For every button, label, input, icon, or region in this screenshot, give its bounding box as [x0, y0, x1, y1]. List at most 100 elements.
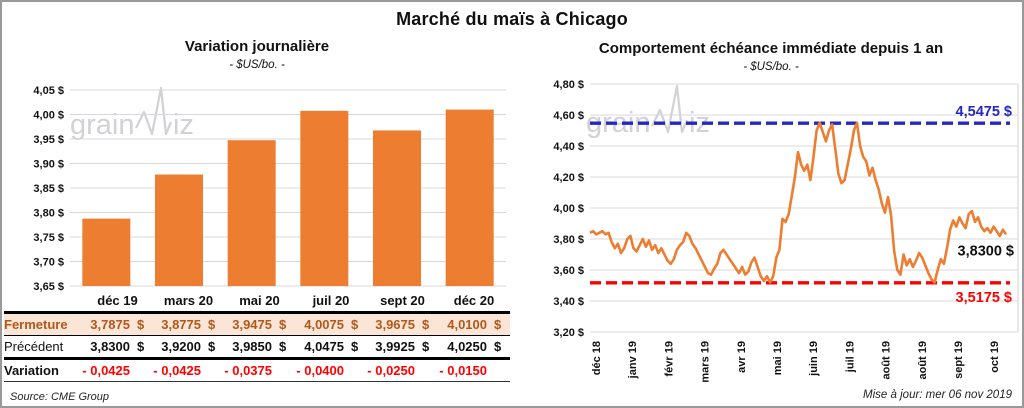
- bar-déc 20: [445, 109, 494, 286]
- value-number: 3,8775: [161, 316, 201, 332]
- x-axis-tick-label: avr 19: [736, 341, 748, 373]
- value-number: 4,0475: [304, 338, 344, 354]
- y-axis-tick-label: 3,40 $: [553, 296, 584, 308]
- watermark-text: grain: [70, 109, 135, 141]
- value-number: 3,8300: [90, 338, 130, 354]
- watermark-spark: [135, 86, 173, 136]
- dollar-sign: $: [279, 338, 287, 354]
- y-axis-tick-label: 4,00 $: [33, 110, 64, 122]
- value-cell: 3,9475 $: [224, 312, 295, 336]
- value-cell: 4,0075 $: [295, 312, 367, 336]
- dollar-sign: $: [137, 316, 145, 332]
- y-axis-tick-label: 3,70 $: [33, 257, 64, 269]
- bar-juil 20: [300, 110, 349, 286]
- value-number: 4,0100: [447, 316, 487, 332]
- value-box: 3,8300 $: [82, 339, 153, 354]
- y-axis-tick-label: 4,60 $: [553, 110, 584, 122]
- table-row-précédent: Précédent 3,8300 $3,9200 $3,9850 $4,0475 $3,9…: [4, 335, 510, 360]
- x-axis-tick-label: mai 19: [772, 341, 784, 375]
- value-number: 4,0250: [447, 338, 487, 354]
- dollar-sign: $: [208, 338, 216, 354]
- watermark-spark: [651, 84, 689, 134]
- value-number: - 0,0425: [82, 362, 130, 378]
- y-axis-tick-label: 3,90 $: [33, 159, 64, 171]
- y-axis-tick-label: 3,65 $: [33, 281, 64, 292]
- column-header-juil-20: juil 20: [295, 291, 367, 314]
- value-number: - 0,0150: [439, 362, 487, 378]
- y-axis-tick-label: 4,20 $: [553, 172, 584, 184]
- dollar-sign: $: [351, 338, 359, 354]
- value-number: 3,9850: [232, 338, 272, 354]
- value-cell: - 0,0400: [295, 358, 367, 382]
- value-box: - 0,0425: [82, 363, 153, 378]
- last-value-label: 3,8300 $: [958, 243, 1014, 259]
- column-header-déc-20: déc 20: [438, 291, 510, 314]
- value-box: - 0,0250: [367, 363, 438, 378]
- value-box: 4,0250 $: [438, 339, 510, 354]
- row-label: Fermeture: [4, 312, 82, 336]
- value-box: 3,8775 $: [153, 317, 224, 332]
- x-axis-tick-label: mars 19: [700, 341, 712, 383]
- bar-chart-subtitle: - $US/bo. -: [229, 59, 285, 71]
- dollar-sign: $: [494, 316, 502, 332]
- page-title: Marché du maïs à Chicago: [396, 9, 628, 29]
- bar-mai 20: [227, 140, 276, 286]
- daily-variation-bar-chart: grain iz 4,05 $ 4,00 $ 3,95 $ 3,90 $ 3,85 $ 3,8…: [33, 85, 506, 292]
- value-cell: - 0,0425: [82, 358, 153, 382]
- quotes-table: déc 19 mars 20 mai 20 juil 20 sept 20 déc 20 F…: [4, 291, 510, 382]
- min-value-label: 3,5175 $: [956, 290, 1012, 306]
- y-axis-tick-label: 4,00 $: [553, 203, 584, 215]
- value-cell: 3,9675 $: [367, 312, 438, 336]
- x-axis-tick-label: juin 19: [808, 341, 820, 377]
- value-cell: 3,7875 $: [82, 312, 153, 336]
- y-axis-tick-label: 3,75 $: [33, 232, 64, 244]
- value-cell: 3,9200 $: [153, 335, 224, 360]
- table-row-variation: Variation - 0,0425- 0,0425- 0,0375- 0,040…: [4, 358, 510, 382]
- y-axis-tick-label: 3,85 $: [33, 183, 64, 195]
- y-axis-tick-label: 3,60 $: [553, 265, 584, 277]
- value-box: 3,9475 $: [224, 317, 295, 332]
- column-header-déc-19: déc 19: [82, 291, 153, 314]
- line-chart-title: Comportement échéance immédiate depuis 1…: [598, 40, 944, 57]
- line-chart-subtitle: - $US/bo. -: [743, 61, 799, 73]
- y-axis-tick-label: 4,40 $: [553, 141, 584, 153]
- x-axis-tick-label: août 19: [881, 341, 893, 380]
- x-axis-tick-label: févr 19: [663, 341, 675, 376]
- dollar-sign: $: [351, 316, 359, 332]
- dollar-sign: $: [422, 338, 430, 354]
- dollar-sign: $: [279, 316, 287, 332]
- value-cell: - 0,0250: [367, 358, 438, 382]
- value-box: - 0,0425: [153, 363, 224, 378]
- value-cell: 4,0475 $: [295, 335, 367, 360]
- dollar-sign: $: [137, 338, 145, 354]
- dollar-sign: $: [422, 316, 430, 332]
- bar-sept 20: [373, 130, 421, 286]
- value-number: - 0,0425: [153, 362, 201, 378]
- y-axis-tick-label: 3,95 $: [33, 134, 64, 146]
- x-axis-tick-label: août 19: [917, 341, 929, 380]
- value-number: 3,9200: [161, 338, 201, 354]
- value-cell: - 0,0375: [224, 358, 295, 382]
- grainwiz-watermark: grain iz: [586, 84, 710, 139]
- value-cell: 3,8300 $: [82, 335, 153, 360]
- dollar-sign: $: [208, 316, 216, 332]
- value-box: 3,9925 $: [367, 339, 438, 354]
- x-axis-tick-label: sept 19: [953, 341, 965, 379]
- value-cell: - 0,0425: [153, 358, 224, 382]
- value-cell: 3,8775 $: [153, 312, 224, 336]
- value-box: 4,0075 $: [295, 317, 367, 332]
- bar-chart-title: Variation journalière: [184, 38, 330, 55]
- column-header-mai-20: mai 20: [224, 291, 295, 314]
- front-month-line-chart: grain iz4,80 $ 4,60 $ 4,40 $ 4,20 $ 4,00 $ 3,8…: [553, 79, 1019, 383]
- value-box: - 0,0375: [224, 363, 295, 378]
- x-axis-tick-label: juil 19: [844, 341, 856, 373]
- bar-mars 20: [155, 174, 203, 286]
- value-box: - 0,0150: [438, 363, 510, 378]
- y-axis-tick-label: 3,80 $: [33, 208, 64, 220]
- price-line: [589, 121, 1008, 284]
- value-number: 4,0075: [304, 316, 344, 332]
- table-row-fermeture: Fermeture 3,7875 $3,8775 $3,9475 $ 4,0075 $3,9…: [4, 312, 510, 336]
- value-number: 3,7875: [90, 316, 130, 332]
- value-box: - 0,0400: [295, 363, 367, 378]
